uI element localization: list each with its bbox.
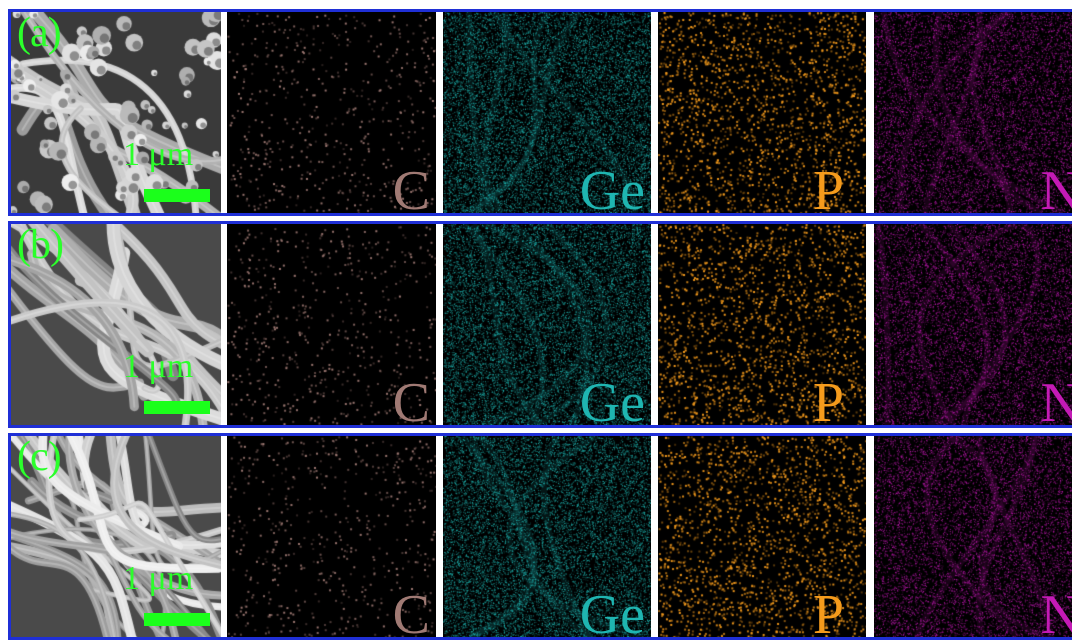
scale-label-a: 1 μm	[123, 136, 194, 173]
map-c-ge: Ge	[443, 436, 651, 637]
scale-bar-b	[144, 401, 210, 414]
map-b-p-pixels	[658, 224, 866, 425]
map-b-c-pixels	[227, 224, 436, 425]
element-label-c-ge: Ge	[579, 584, 645, 637]
map-c-ge-pixels	[443, 436, 651, 637]
map-a-ge: Ge	[443, 12, 651, 213]
map-b-n-pixels	[874, 224, 1072, 425]
element-label-c-c: C	[392, 584, 430, 637]
sem-micrograph-c	[11, 436, 221, 637]
element-label-b-p: P	[812, 372, 844, 425]
sem-image-b: (b) 1 μm	[11, 224, 221, 425]
scale-bar-c	[144, 613, 210, 626]
element-label-b-ge: Ge	[579, 372, 645, 425]
map-b-ge: Ge	[443, 224, 651, 425]
sem-image-c: (c) 1 μm	[11, 436, 221, 637]
map-c-c-pixels	[227, 436, 436, 637]
sem-image-a: (a) 1 μm	[11, 12, 221, 213]
map-c-n-pixels	[874, 436, 1072, 637]
row-c: (c) 1 μm C Ge P N	[8, 433, 1072, 640]
scale-label-b: 1 μm	[123, 348, 194, 385]
element-label-a-p: P	[812, 160, 844, 213]
map-a-ge-pixels	[443, 12, 651, 213]
map-b-n: N	[874, 224, 1072, 425]
map-b-p: P	[658, 224, 866, 425]
element-label-a-n: N	[1041, 163, 1072, 213]
element-label-a-ge: Ge	[579, 160, 645, 213]
row-b: (b) 1 μm C Ge P N	[8, 221, 1072, 428]
panel-label-c: (c)	[17, 436, 62, 480]
map-a-c-pixels	[227, 12, 436, 213]
map-a-n-pixels	[874, 12, 1072, 213]
element-label-b-n: N	[1041, 375, 1072, 425]
map-a-c: C	[227, 12, 436, 213]
map-a-p-pixels	[658, 12, 866, 213]
sem-micrograph-a	[11, 12, 221, 213]
panel-label-b: (b)	[17, 224, 64, 268]
scale-label-c: 1 μm	[123, 560, 194, 597]
panel-label-a: (a)	[17, 12, 62, 56]
sem-micrograph-b	[11, 224, 221, 425]
map-c-p: P	[658, 436, 866, 637]
map-c-n: N	[874, 436, 1072, 637]
map-c-c: C	[227, 436, 436, 637]
map-a-p: P	[658, 12, 866, 213]
map-b-ge-pixels	[443, 224, 651, 425]
element-label-c-p: P	[812, 584, 844, 637]
element-label-c-n: N	[1041, 587, 1072, 637]
map-b-c: C	[227, 224, 436, 425]
map-a-n: N	[874, 12, 1072, 213]
row-a: (a) 1 μm C Ge P N	[8, 9, 1072, 216]
map-c-p-pixels	[658, 436, 866, 637]
scale-bar-a	[144, 189, 210, 202]
element-label-b-c: C	[392, 372, 430, 425]
element-label-a-c: C	[392, 160, 430, 213]
